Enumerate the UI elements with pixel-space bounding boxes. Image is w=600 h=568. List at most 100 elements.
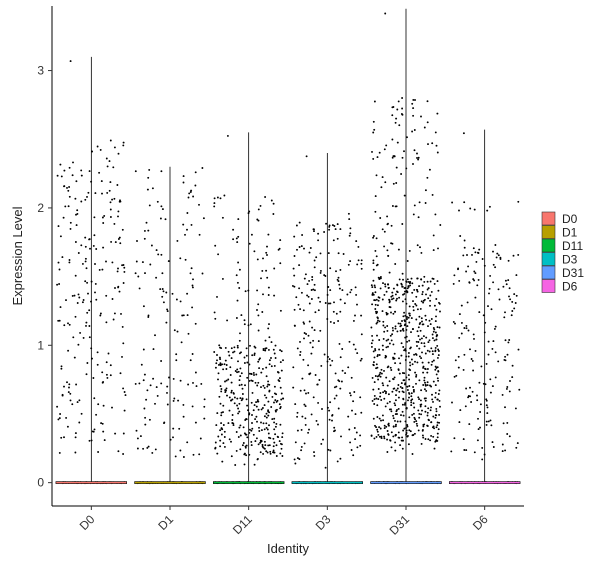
data-point bbox=[75, 383, 78, 386]
data-point bbox=[67, 349, 70, 352]
data-point bbox=[194, 421, 197, 424]
data-point bbox=[406, 389, 409, 391]
data-point bbox=[80, 412, 83, 415]
data-point bbox=[490, 424, 493, 427]
data-point bbox=[160, 360, 163, 362]
data-point bbox=[375, 363, 378, 366]
data-point bbox=[223, 430, 226, 433]
data-point bbox=[373, 394, 376, 397]
data-point bbox=[267, 409, 270, 412]
data-point bbox=[229, 374, 232, 376]
data-point bbox=[415, 340, 418, 343]
data-point bbox=[225, 368, 228, 370]
data-point bbox=[388, 400, 391, 403]
data-point bbox=[237, 412, 240, 415]
data-point bbox=[311, 346, 314, 349]
data-point bbox=[374, 249, 377, 252]
data-point bbox=[336, 237, 339, 240]
data-point bbox=[399, 444, 402, 447]
data-point bbox=[224, 346, 227, 349]
data-point bbox=[261, 269, 264, 272]
data-point bbox=[269, 450, 272, 453]
data-point bbox=[253, 463, 256, 466]
data-point bbox=[347, 263, 350, 266]
data-point bbox=[313, 289, 316, 292]
data-point bbox=[390, 224, 393, 227]
data-point bbox=[241, 393, 244, 395]
data-point bbox=[420, 337, 423, 340]
legend-label: D31 bbox=[562, 266, 584, 280]
data-point bbox=[231, 419, 234, 421]
data-point bbox=[383, 148, 386, 151]
data-point bbox=[353, 427, 356, 429]
data-point bbox=[435, 308, 438, 311]
data-point bbox=[382, 419, 385, 422]
data-point bbox=[80, 169, 83, 172]
x-axis-title: Identity bbox=[267, 541, 309, 556]
data-point bbox=[453, 274, 456, 277]
data-point bbox=[265, 366, 268, 369]
data-point bbox=[437, 247, 439, 250]
data-point bbox=[375, 298, 378, 301]
data-point bbox=[353, 391, 356, 393]
data-point bbox=[480, 365, 483, 368]
data-point bbox=[423, 275, 426, 278]
data-point bbox=[392, 297, 395, 300]
data-point bbox=[260, 371, 263, 374]
data-point bbox=[273, 421, 276, 424]
data-point bbox=[403, 324, 406, 327]
data-point bbox=[219, 364, 222, 367]
data-point bbox=[108, 189, 111, 192]
data-point bbox=[187, 332, 190, 335]
violin-D1 bbox=[134, 166, 206, 485]
data-point bbox=[136, 240, 138, 242]
legend-label: D11 bbox=[562, 239, 583, 253]
data-point bbox=[59, 413, 62, 415]
data-point bbox=[301, 377, 304, 380]
data-point bbox=[308, 251, 311, 254]
data-point bbox=[299, 340, 301, 343]
x-tick-label: D6 bbox=[470, 512, 491, 533]
data-point bbox=[374, 210, 377, 213]
data-point bbox=[395, 389, 398, 392]
data-point bbox=[474, 296, 477, 299]
data-point bbox=[57, 261, 60, 264]
data-point bbox=[272, 445, 275, 448]
data-point bbox=[391, 156, 394, 159]
data-point bbox=[373, 284, 376, 287]
data-point bbox=[391, 294, 394, 297]
data-point bbox=[489, 391, 492, 394]
data-point bbox=[182, 175, 185, 178]
data-point bbox=[400, 282, 403, 285]
legend-key bbox=[541, 238, 556, 253]
data-point bbox=[64, 205, 67, 208]
data-point bbox=[385, 346, 388, 349]
data-point bbox=[376, 317, 379, 320]
data-point bbox=[317, 309, 320, 312]
data-point bbox=[435, 298, 438, 300]
data-point bbox=[100, 422, 103, 425]
data-point bbox=[324, 302, 327, 304]
data-point bbox=[216, 295, 218, 298]
data-point bbox=[73, 356, 76, 359]
data-point bbox=[145, 221, 148, 224]
data-point bbox=[122, 387, 125, 390]
data-point bbox=[436, 436, 439, 439]
data-point bbox=[238, 426, 241, 429]
data-point bbox=[190, 267, 193, 270]
data-point bbox=[337, 276, 340, 279]
data-point bbox=[411, 102, 414, 105]
data-point bbox=[400, 439, 403, 442]
data-point bbox=[243, 432, 246, 435]
data-point bbox=[460, 304, 463, 307]
data-point bbox=[403, 427, 406, 430]
data-point bbox=[350, 376, 353, 379]
data-point bbox=[392, 425, 395, 428]
data-point bbox=[279, 239, 282, 242]
violin-body bbox=[213, 481, 285, 484]
data-point bbox=[386, 430, 389, 432]
data-point bbox=[256, 420, 258, 423]
data-point bbox=[386, 249, 389, 252]
data-point bbox=[411, 453, 414, 455]
data-point bbox=[179, 449, 182, 452]
